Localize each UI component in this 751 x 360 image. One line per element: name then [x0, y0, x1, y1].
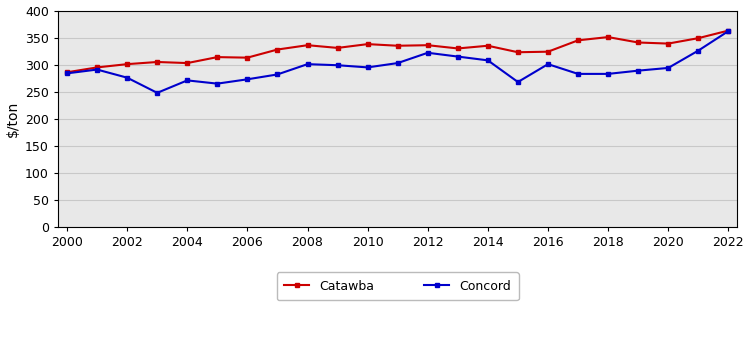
Concord: [213, 81, 222, 86]
Y-axis label: $/ton: $/ton: [5, 101, 20, 137]
Catawba: [122, 62, 131, 66]
Concord: [273, 72, 282, 77]
Catawba: [394, 44, 403, 48]
Concord: [363, 65, 372, 69]
Catawba: [634, 40, 643, 45]
Concord: [333, 63, 342, 67]
Concord: [152, 91, 161, 95]
Catawba: [213, 55, 222, 59]
Concord: [484, 58, 493, 63]
Catawba: [363, 42, 372, 46]
Catawba: [664, 41, 673, 46]
Catawba: [182, 61, 192, 65]
Concord: [122, 76, 131, 80]
Concord: [303, 62, 312, 66]
Concord: [664, 66, 673, 70]
Concord: [424, 51, 433, 55]
Catawba: [62, 70, 71, 75]
Line: Concord: Concord: [65, 29, 731, 95]
Catawba: [544, 50, 553, 54]
Catawba: [694, 36, 703, 40]
Concord: [724, 29, 733, 33]
Concord: [92, 67, 101, 72]
Concord: [604, 72, 613, 76]
Concord: [182, 78, 192, 82]
Catawba: [152, 60, 161, 64]
Concord: [62, 71, 71, 76]
Legend: Catawba, Concord: Catawba, Concord: [277, 272, 518, 300]
Concord: [243, 77, 252, 81]
Concord: [544, 62, 553, 66]
Concord: [634, 68, 643, 73]
Catawba: [484, 44, 493, 48]
Catawba: [92, 65, 101, 69]
Concord: [694, 49, 703, 53]
Catawba: [514, 50, 523, 54]
Catawba: [604, 35, 613, 39]
Concord: [394, 61, 403, 65]
Concord: [454, 54, 463, 59]
Catawba: [574, 38, 583, 42]
Catawba: [243, 55, 252, 60]
Catawba: [303, 43, 312, 48]
Concord: [514, 80, 523, 84]
Line: Catawba: Catawba: [65, 28, 731, 75]
Catawba: [333, 46, 342, 50]
Catawba: [454, 46, 463, 51]
Catawba: [724, 28, 733, 33]
Concord: [574, 72, 583, 76]
Catawba: [273, 48, 282, 52]
Catawba: [424, 43, 433, 48]
